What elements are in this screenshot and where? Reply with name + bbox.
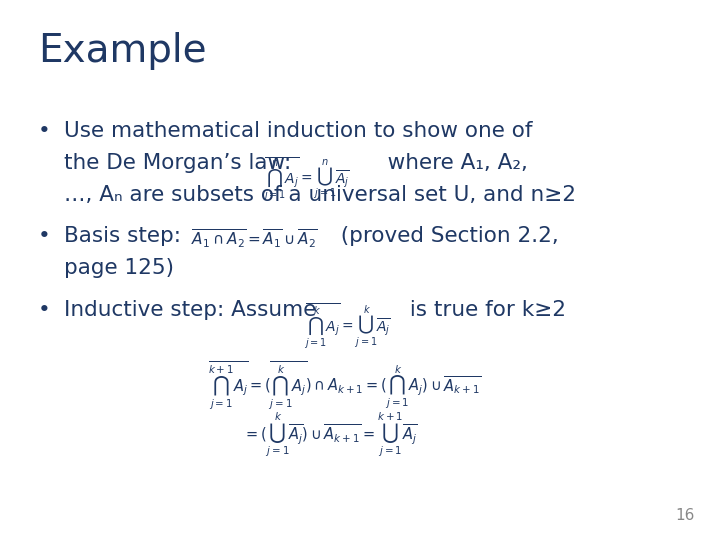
Text: $= (\overset{k}{\underset{j=1}{\bigcup}} \overline{A_j}) \cup \overline{A_{k+1}}: $= (\overset{k}{\underset{j=1}{\bigcup}}…	[243, 411, 418, 459]
Text: Use mathematical induction to show one of: Use mathematical induction to show one o…	[65, 121, 533, 141]
Text: •: •	[37, 300, 50, 320]
Text: Inductive step: Assume: Inductive step: Assume	[65, 300, 324, 320]
Text: $\overline{\overset{n}{\underset{j=1}{\bigcap}} A_j} = \overset{n}{\underset{j=1: $\overline{\overset{n}{\underset{j=1}{\b…	[263, 155, 350, 202]
Text: $\overline{A_1 \cap A_2} = \overline{A_1} \cup \overline{A_2}$: $\overline{A_1 \cap A_2} = \overline{A_1…	[192, 227, 318, 250]
Text: •: •	[37, 226, 50, 246]
Text: Basis step:: Basis step:	[65, 226, 189, 246]
Text: page 125): page 125)	[65, 258, 174, 278]
Text: is true for k≥2: is true for k≥2	[402, 300, 566, 320]
Text: …, Aₙ are subsets of a universal set U, and n≥2: …, Aₙ are subsets of a universal set U, …	[65, 185, 577, 205]
Text: the De Morgan’s law:: the De Morgan’s law:	[65, 153, 299, 173]
Text: $\overline{\overset{k}{\underset{j=1}{\bigcap}} A_j} = \overset{k}{\underset{j=1: $\overline{\overset{k}{\underset{j=1}{\b…	[304, 301, 390, 350]
Text: •: •	[37, 121, 50, 141]
Text: $\overline{\overset{k+1}{\underset{j=1}{\bigcap}} A_j} = (\overline{\overset{k}{: $\overline{\overset{k+1}{\underset{j=1}{…	[208, 359, 482, 411]
Text: where A₁, A₂,: where A₁, A₂,	[367, 153, 528, 173]
Text: 16: 16	[675, 508, 694, 523]
Text: (proved Section 2.2,: (proved Section 2.2,	[328, 226, 559, 246]
Text: Example: Example	[37, 32, 207, 70]
